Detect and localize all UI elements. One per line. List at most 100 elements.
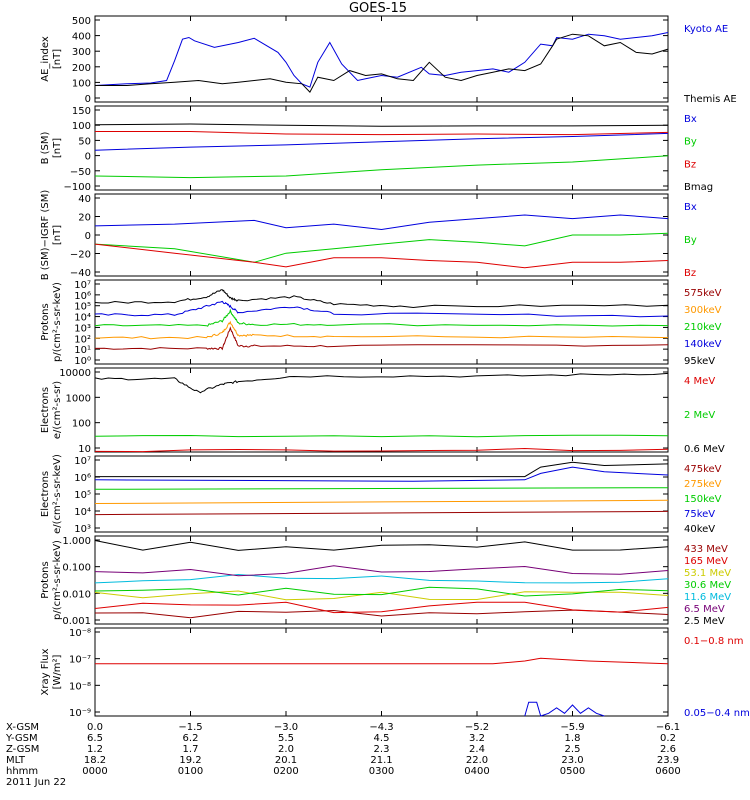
- panel-5: 10000 1000 100 10 Electrons e/(cm²-s-sr) 4 MeV…: [40, 367, 725, 455]
- x-axis-value-mlt: 19.2: [179, 755, 201, 766]
- y-tick-label: 400: [72, 32, 91, 43]
- series-line-150kev: [94, 487, 669, 490]
- y-tick-label: 0.001: [62, 616, 91, 627]
- series-line-by: [94, 232, 669, 263]
- series-line-by: [94, 155, 669, 179]
- y-tick-label: 10⁶: [74, 291, 91, 302]
- y-axis-label: [W/m²]: [52, 654, 63, 689]
- series-line-0-6-mev: [94, 372, 669, 394]
- legend-95kev: 95keV: [684, 356, 715, 367]
- y-tick-label: 10⁶: [74, 473, 91, 484]
- x-axis-value-mlt: 23.9: [657, 755, 679, 766]
- series-line-53-1-mev: [94, 590, 669, 601]
- panel-frame: [94, 279, 669, 365]
- y-axis-label: Electrons: [40, 471, 51, 517]
- y-tick-label: 10⁻⁸: [69, 628, 91, 639]
- y-tick-label: 50: [78, 136, 91, 147]
- y-tick-label: 300: [72, 47, 91, 58]
- x-axis-value-mlt: 23.0: [561, 755, 583, 766]
- y-tick-label: 20: [78, 213, 91, 224]
- legend-bz: Bz: [684, 159, 696, 170]
- x-axis-value-x-gsm: −5.9: [560, 722, 584, 733]
- legend-2-mev: 2 MeV: [684, 410, 715, 421]
- y-tick-label: 10⁵: [74, 302, 91, 313]
- y-tick-label: 0: [85, 94, 91, 105]
- y-tick-label: 40: [78, 194, 91, 205]
- legend-140kev: 140keV: [684, 339, 722, 350]
- x-axis-value-x-gsm: −3.0: [274, 722, 298, 733]
- series-line-bx: [94, 132, 669, 151]
- panel-frame: [94, 15, 669, 103]
- series-line-140kev: [94, 300, 669, 318]
- x-axis-value-mlt: 21.1: [370, 755, 392, 766]
- y-axis-label: B (SM)−IGRF (SM): [40, 190, 51, 281]
- panel-6: 10⁷ 10⁶ 10⁵ 10⁴ 10³ Electrons e/(cm²-s-sr-keV)…: [40, 454, 722, 535]
- legend-300kev: 300keV: [684, 305, 722, 316]
- legend-2-5-mev: 2.5 MeV: [684, 616, 725, 627]
- legend-53-1-mev: 53.1 MeV: [684, 568, 731, 579]
- legend-165-mev: 165 MeV: [684, 556, 728, 567]
- y-tick-label: 10¹: [74, 345, 91, 356]
- legend-0-1-0-8-nm: 0.1−0.8 nm: [684, 636, 743, 647]
- y-axis-label: [nT]: [52, 49, 63, 69]
- y-tick-label: −50: [70, 167, 91, 178]
- legend-by: By: [684, 137, 697, 148]
- legend-433-mev: 433 MeV: [684, 544, 728, 555]
- x-axis-value-y-gsm: 0.2: [660, 733, 676, 744]
- panel-frame: [94, 627, 669, 717]
- panel-frame: [94, 455, 669, 533]
- x-axis-value-y-gsm: 3.2: [469, 733, 485, 744]
- y-tick-label: 10000: [59, 368, 91, 379]
- legend-bz: Bz: [684, 268, 696, 279]
- panel-8: 10⁻⁸ 10⁻⁷ 10⁻⁸ 10⁻⁹ Xray Flux [W/m²] 0.1−0.8 n…: [40, 627, 750, 719]
- series-line-40kev: [95, 461, 669, 478]
- series-line-6-5-mev: [94, 565, 669, 577]
- series-line-bx: [94, 214, 669, 231]
- y-tick-label: 150: [72, 106, 91, 117]
- x-axis-value-y-gsm: 4.5: [374, 733, 390, 744]
- y-tick-label: 100: [72, 121, 91, 132]
- y-tick-label: 10⁻⁹: [69, 708, 91, 719]
- legend-bmag: Bmag: [684, 182, 713, 193]
- plot-title: GOES-15: [349, 1, 407, 16]
- legend-40kev: 40keV: [684, 524, 715, 535]
- series-line-275kev: [94, 499, 669, 504]
- x-axis-value-z-gsm: 2.4: [469, 744, 485, 755]
- legend-150kev: 150keV: [684, 494, 722, 505]
- y-tick-label: 0: [85, 231, 91, 242]
- series-line-575kev: [94, 326, 669, 351]
- legend-bx: Bx: [684, 114, 697, 125]
- y-tick-label: 0.010: [62, 589, 91, 600]
- series-line-30-6-mev: [94, 586, 669, 597]
- legend-4-mev: 4 MeV: [684, 376, 715, 387]
- y-tick-label: 10⁷: [74, 280, 91, 291]
- x-axis-value-hhmm: 0400: [464, 766, 489, 777]
- x-axis-value-z-gsm: 2.5: [565, 744, 581, 755]
- series-line-475kev: [94, 510, 669, 516]
- legend-210kev: 210keV: [684, 322, 722, 333]
- x-axis-value-z-gsm: 2.6: [660, 744, 676, 755]
- y-tick-label: 0.100: [62, 563, 91, 574]
- x-axis-value-y-gsm: 5.5: [278, 733, 294, 744]
- y-axis-label: [nT]: [52, 225, 63, 245]
- series-line-4-mev: [94, 447, 669, 453]
- series-line-300kev: [94, 320, 669, 340]
- x-axis-value-x-gsm: −5.2: [465, 722, 489, 733]
- x-axis-value-hhmm: 0000: [82, 766, 107, 777]
- x-axis-value-x-gsm: 0.0: [87, 722, 103, 733]
- x-axis-row-label: 2011 Jun 22: [6, 777, 66, 788]
- legend-75kev: 75keV: [684, 509, 715, 520]
- series-line-210kev: [94, 308, 669, 327]
- series-line-95kev: [94, 289, 669, 309]
- y-tick-label: 500: [72, 16, 91, 27]
- legend-bx: Bx: [684, 202, 697, 213]
- x-axis-value-z-gsm: 2.0: [278, 744, 294, 755]
- y-tick-label: −40: [70, 268, 91, 279]
- legend-themis-ae: Themis AE: [683, 94, 737, 105]
- series-line-bz: [95, 131, 669, 136]
- y-tick-label: 10: [78, 444, 91, 455]
- series-line-2-mev: [94, 434, 669, 438]
- x-axis-row-label: X-GSM: [6, 722, 39, 733]
- x-axis-value-hhmm: 0100: [178, 766, 203, 777]
